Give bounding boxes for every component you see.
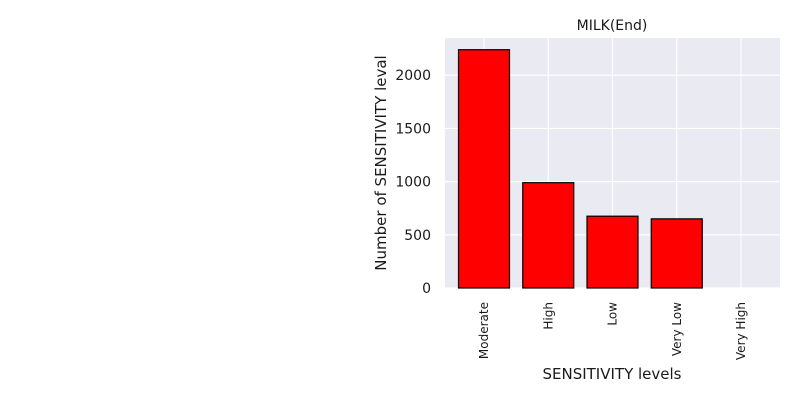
bar-very-low xyxy=(650,218,703,289)
bar-moderate xyxy=(457,49,511,289)
bar-high xyxy=(522,182,575,289)
y-axis-ticks: 0 500 1000 1500 2000 xyxy=(395,68,431,297)
y-axis-label: Number of SENSITIVITY leval xyxy=(372,55,390,270)
x-tick-label: Very High xyxy=(734,302,748,360)
bar-low xyxy=(586,215,639,289)
bars xyxy=(457,49,703,289)
y-tick-label: 500 xyxy=(404,228,431,244)
x-tick-label: Very Low xyxy=(670,302,684,356)
chart-title: MILK(End) xyxy=(577,18,648,34)
x-axis-ticks: Moderate High Low Very Low Very High xyxy=(477,302,748,360)
x-tick-label: Low xyxy=(606,302,620,326)
y-tick-label: 0 xyxy=(422,281,431,297)
x-axis-label: SENSITIVITY levels xyxy=(542,365,681,383)
x-tick-label: High xyxy=(541,302,555,330)
x-tick-label: Moderate xyxy=(477,302,491,359)
y-tick-label: 1000 xyxy=(395,175,431,191)
y-tick-label: 2000 xyxy=(395,68,431,84)
y-tick-label: 1500 xyxy=(395,121,431,137)
